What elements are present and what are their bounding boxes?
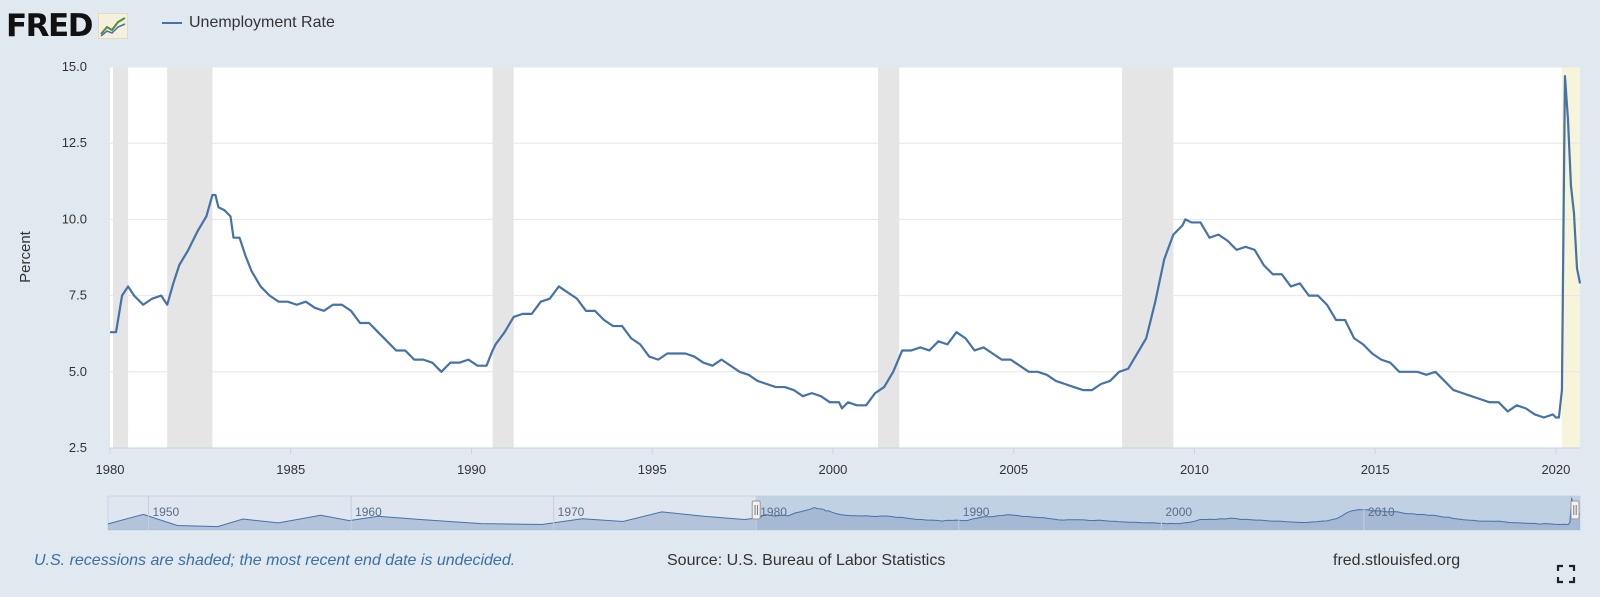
navigator-tick-label: 1950 xyxy=(153,505,180,519)
fred-header: FRED xyxy=(6,8,128,44)
legend-label: Unemployment Rate xyxy=(189,14,335,31)
site-link[interactable]: fred.stlouisfed.org xyxy=(1333,552,1461,569)
navigator-line xyxy=(107,496,1581,528)
navigator-tick-label: 1980 xyxy=(760,505,787,519)
y-axis-label: Percent xyxy=(17,230,34,283)
y-tick-label: 7.5 xyxy=(69,288,87,303)
legend-swatch xyxy=(162,21,182,25)
fullscreen-icon[interactable] xyxy=(1556,564,1576,584)
x-tick-label: 1980 xyxy=(96,462,125,477)
fred-chart-icon xyxy=(97,13,128,39)
recession-band xyxy=(878,67,900,448)
navigator-tick-label: 2000 xyxy=(1165,505,1192,519)
y-tick-label: 15.0 xyxy=(62,59,87,74)
x-tick-label: 2010 xyxy=(1180,462,1209,477)
x-tick-label: 1985 xyxy=(276,462,305,477)
x-tick-label: 1990 xyxy=(457,462,486,477)
navigator-area xyxy=(108,498,1580,530)
y-tick-label: 12.5 xyxy=(62,135,87,150)
current-period-highlight xyxy=(1561,67,1580,448)
legend[interactable]: Unemployment Rate xyxy=(162,14,335,32)
navigator-handle-right[interactable] xyxy=(1570,500,1580,520)
unemployment-chart: 2.5 5.0 7.5 10.0 12.5 15.0 1980 1985 1990 1995 20… xyxy=(17,59,1582,531)
recession-band xyxy=(113,67,129,448)
x-tick-label: 2015 xyxy=(1361,462,1390,477)
navigator-tick-label: 1960 xyxy=(355,505,382,519)
fred-logo[interactable]: FRED xyxy=(6,7,93,44)
navigator-tick-label: 1970 xyxy=(558,505,585,519)
recession-note: U.S. recessions are shaded; the most rec… xyxy=(34,552,516,569)
y-tick-label: 2.5 xyxy=(69,440,87,455)
navigator-tick-label: 2010 xyxy=(1368,505,1395,519)
x-tick-label: 2005 xyxy=(999,462,1028,477)
navigator-handle-left[interactable] xyxy=(751,500,761,520)
x-tick-label: 1995 xyxy=(638,462,667,477)
x-tick-label: 2020 xyxy=(1541,462,1570,477)
y-tick-label: 5.0 xyxy=(69,364,87,379)
plot-area[interactable] xyxy=(110,67,1580,448)
source-text: Source: U.S. Bureau of Labor Statistics xyxy=(667,552,946,569)
time-navigator[interactable]: 1950 1960 1970 1980 1990 2000 2010 xyxy=(107,495,1581,531)
unemployment-rate-line[interactable] xyxy=(110,75,1582,419)
recession-band xyxy=(492,67,514,448)
x-tick-label: 2000 xyxy=(818,462,847,477)
recession-band xyxy=(167,67,213,448)
navigator-tick-label: 1990 xyxy=(963,505,990,519)
y-tick-label: 10.0 xyxy=(62,211,87,226)
